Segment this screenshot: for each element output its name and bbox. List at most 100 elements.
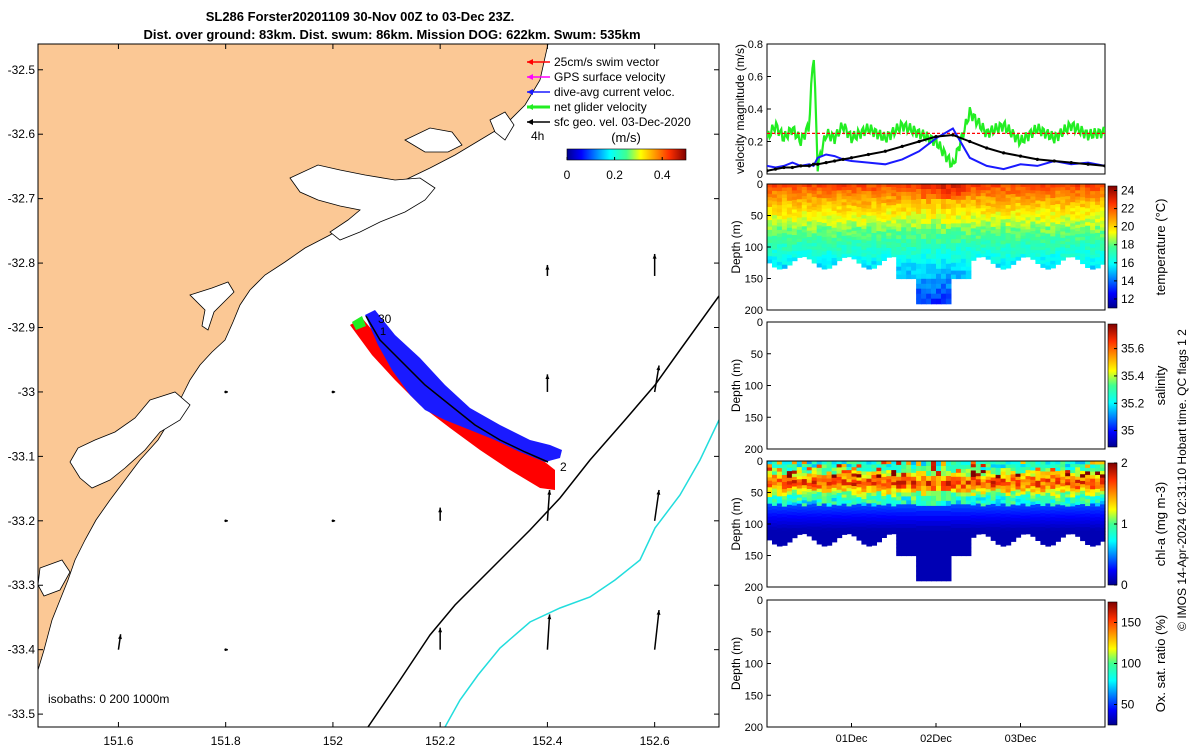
section-cell bbox=[851, 517, 858, 521]
section-cell bbox=[1005, 226, 1012, 231]
section-cell bbox=[856, 190, 863, 195]
section-cell bbox=[901, 539, 907, 545]
section-cell bbox=[941, 238, 947, 245]
section-cell bbox=[811, 200, 818, 205]
section-cell bbox=[960, 520, 967, 525]
section-cell bbox=[1055, 184, 1061, 188]
section-cell bbox=[866, 258, 872, 263]
section-cell bbox=[1040, 201, 1046, 206]
section-cell bbox=[1065, 494, 1071, 498]
section-cell bbox=[796, 522, 803, 526]
section-cell bbox=[772, 222, 778, 227]
section-cell bbox=[1005, 541, 1012, 546]
section-cell bbox=[1070, 527, 1076, 532]
section-cell bbox=[776, 538, 783, 543]
sfc-velocity-marker bbox=[816, 162, 820, 166]
section-cell bbox=[975, 241, 982, 246]
section-cell bbox=[936, 565, 942, 572]
section-cell bbox=[975, 208, 982, 212]
map-xtick-label: 152.2 bbox=[425, 734, 455, 748]
section-cell bbox=[791, 470, 798, 475]
section-cell bbox=[995, 215, 1002, 220]
section-cell bbox=[816, 526, 823, 531]
section-cell bbox=[921, 485, 927, 492]
section-cell bbox=[1095, 523, 1101, 528]
section-cell bbox=[1050, 184, 1056, 189]
section-cell bbox=[826, 471, 833, 476]
section-cell bbox=[1045, 510, 1051, 515]
section-cell bbox=[801, 190, 808, 194]
section-cell bbox=[816, 242, 823, 247]
section-cell bbox=[1070, 226, 1076, 230]
section-cell bbox=[921, 263, 927, 270]
section-cell bbox=[960, 496, 967, 501]
section-cell bbox=[836, 247, 843, 252]
section-cell bbox=[1100, 214, 1106, 218]
section-cell bbox=[816, 516, 823, 521]
section-cell bbox=[1010, 524, 1017, 529]
section-cell bbox=[945, 258, 952, 265]
section-cell bbox=[941, 278, 947, 285]
section-cell bbox=[965, 184, 972, 189]
section-cell bbox=[995, 190, 1002, 195]
section-cell bbox=[1000, 471, 1007, 476]
section-cell bbox=[995, 236, 1002, 241]
section-cell bbox=[1020, 193, 1027, 197]
section-cell bbox=[945, 490, 952, 497]
section-cell bbox=[1015, 228, 1022, 233]
section-cell bbox=[906, 524, 912, 529]
section-cell bbox=[911, 461, 917, 466]
section-cell bbox=[1055, 250, 1061, 255]
section-cell bbox=[876, 257, 882, 262]
section-cell bbox=[1005, 509, 1012, 514]
section-cell bbox=[1085, 481, 1091, 486]
section-cell bbox=[866, 226, 872, 231]
section-cell bbox=[1070, 235, 1076, 240]
section-cell bbox=[975, 461, 982, 465]
section-cell bbox=[1030, 249, 1036, 254]
depth-tick-label: 200 bbox=[745, 444, 763, 456]
section-cell bbox=[1020, 491, 1027, 495]
section-cell bbox=[1000, 496, 1007, 501]
section-cell bbox=[1090, 521, 1096, 526]
section-cell bbox=[767, 223, 773, 228]
section-cell bbox=[841, 467, 848, 471]
section-cell bbox=[1035, 517, 1041, 522]
section-cell bbox=[1005, 208, 1012, 213]
section-cell bbox=[1090, 205, 1096, 210]
section-cell bbox=[811, 216, 818, 221]
section-cell bbox=[826, 261, 833, 266]
section-cell bbox=[861, 481, 867, 486]
section-cell bbox=[767, 226, 773, 231]
section-cell bbox=[1050, 243, 1056, 248]
section-cell bbox=[791, 467, 798, 472]
section-cell bbox=[791, 257, 798, 262]
section-cell bbox=[866, 240, 872, 245]
section-cell bbox=[1060, 196, 1066, 201]
section-cell bbox=[990, 193, 997, 198]
section-cell bbox=[1085, 250, 1091, 255]
section-cell bbox=[995, 239, 1002, 244]
section-cell bbox=[960, 551, 967, 557]
section-cell bbox=[881, 515, 887, 519]
section-cell bbox=[945, 555, 952, 562]
section-cell bbox=[916, 520, 922, 527]
section-cell bbox=[866, 503, 872, 508]
section-cell bbox=[970, 499, 977, 503]
section-cell bbox=[970, 215, 977, 220]
sfc-vector-head bbox=[438, 507, 443, 513]
section-cell bbox=[1050, 208, 1056, 213]
section-cell bbox=[980, 470, 987, 474]
section-cell bbox=[1005, 253, 1012, 258]
section-cell bbox=[1100, 237, 1106, 242]
section-cell bbox=[926, 238, 932, 245]
section-cell bbox=[781, 240, 788, 245]
section-cell bbox=[806, 510, 813, 515]
section-cell bbox=[767, 249, 773, 254]
section-cell bbox=[772, 471, 778, 476]
section-cell bbox=[1045, 538, 1051, 543]
section-cell bbox=[881, 508, 887, 513]
section-cell bbox=[980, 524, 987, 529]
section-cell bbox=[990, 200, 997, 205]
